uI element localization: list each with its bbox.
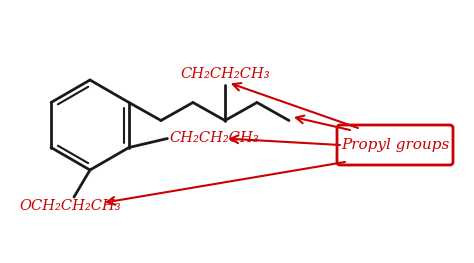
Text: CH₂CH₂CH₃: CH₂CH₂CH₃	[180, 67, 270, 80]
FancyBboxPatch shape	[337, 125, 453, 165]
Text: CH₂CH₂CH₃: CH₂CH₂CH₃	[169, 132, 259, 145]
Text: OCH₂CH₂CH₃: OCH₂CH₂CH₃	[19, 199, 121, 213]
Text: Propyl groups: Propyl groups	[341, 138, 449, 152]
